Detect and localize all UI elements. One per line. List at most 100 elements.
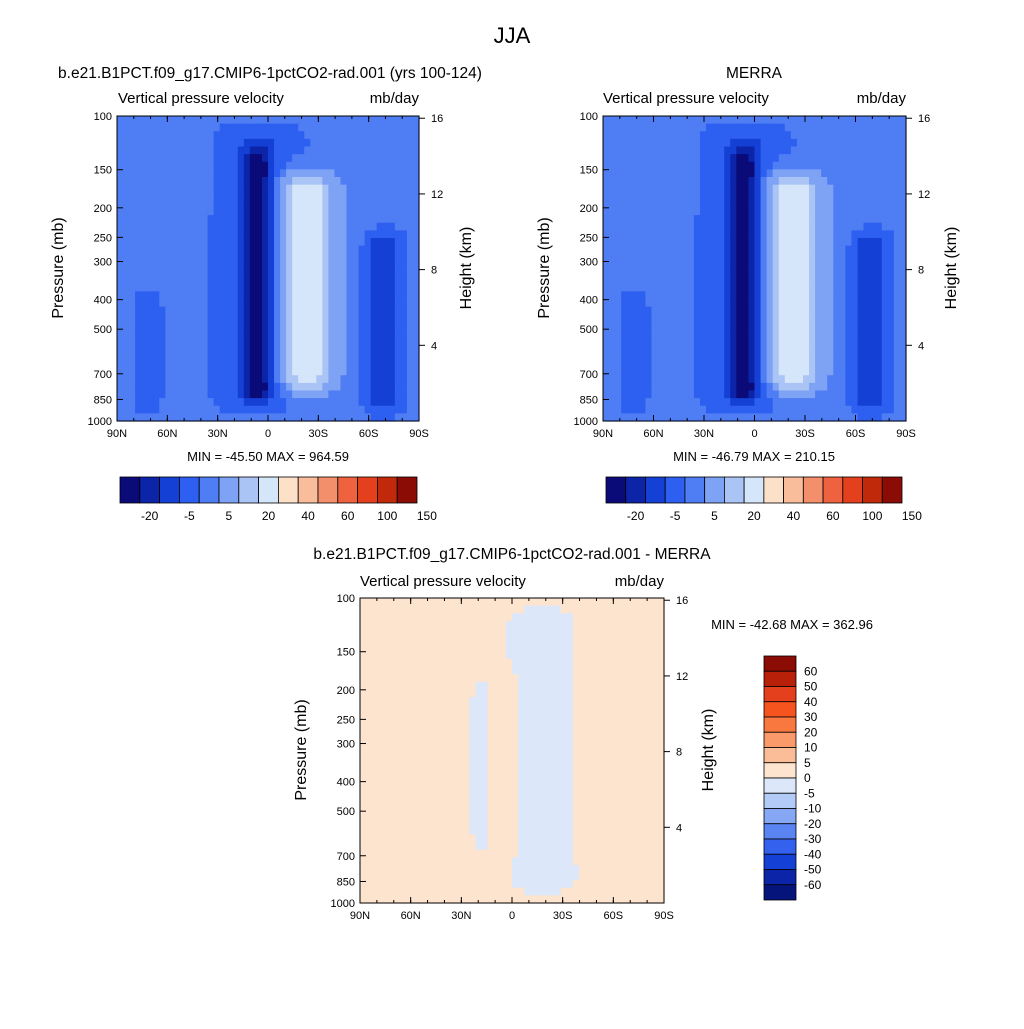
contour-cell <box>809 269 816 277</box>
contour-cell <box>360 651 367 659</box>
contour-cell <box>334 185 341 193</box>
contour-cell <box>518 682 525 690</box>
contour-cell <box>304 116 311 124</box>
contour-cell <box>627 322 634 330</box>
contour-cell <box>365 360 372 368</box>
contour-cell <box>888 177 895 185</box>
contour-cell <box>439 705 446 713</box>
contour-cell <box>603 291 610 299</box>
contour-cell <box>851 238 858 246</box>
contour-cell <box>773 116 780 124</box>
contour-cell <box>494 697 501 705</box>
contour-cell <box>821 124 828 132</box>
contour-cell <box>250 246 257 254</box>
contour-cell <box>851 208 858 216</box>
contour-cell <box>821 269 828 277</box>
contour-cell <box>609 345 616 353</box>
contour-cell <box>286 147 293 155</box>
contour-cell <box>603 613 610 621</box>
contour-cell <box>280 406 287 414</box>
contour-cell <box>123 253 130 261</box>
contour-cell <box>262 330 269 338</box>
contour-cell <box>171 261 178 269</box>
contour-cell <box>645 368 652 376</box>
contour-cell <box>171 131 178 139</box>
contour-cell <box>634 621 641 629</box>
contour-cell <box>395 124 402 132</box>
contour-cell <box>322 337 329 345</box>
contour-cell <box>360 606 367 614</box>
contour-cell <box>706 139 713 147</box>
contour-cell <box>469 682 476 690</box>
contour-cell <box>640 629 647 637</box>
contour-cell <box>328 238 335 246</box>
contour-cell <box>445 636 452 644</box>
contour-cell <box>208 314 215 322</box>
contour-cell <box>803 368 810 376</box>
contour-cell <box>682 398 689 406</box>
contour-cell <box>383 322 390 330</box>
contour-cell <box>585 598 592 606</box>
contour-cell <box>189 291 196 299</box>
contour-cell <box>634 659 641 667</box>
contour-cell <box>591 705 598 713</box>
left-string: Vertical pressure velocity <box>603 90 769 107</box>
contour-cell <box>226 261 233 269</box>
contour-cell <box>208 322 215 330</box>
contour-cell <box>894 307 901 315</box>
contour-cell <box>694 291 701 299</box>
contour-cell <box>718 147 725 155</box>
contour-cell <box>395 162 402 170</box>
contour-cell <box>597 621 604 629</box>
contour-cell <box>220 200 227 208</box>
contour-cell <box>876 223 883 231</box>
contour-cell <box>123 162 130 170</box>
contour-cell <box>809 147 816 155</box>
contour-cell <box>220 314 227 322</box>
contour-cell <box>646 659 653 667</box>
contour-cell <box>833 162 840 170</box>
contour-cell <box>268 253 275 261</box>
contour-cell <box>833 246 840 254</box>
contour-cell <box>851 322 858 330</box>
contour-cell <box>366 651 373 659</box>
contour-cell <box>165 131 172 139</box>
contour-cell <box>500 629 507 637</box>
contour-cell <box>117 345 124 353</box>
contour-cell <box>262 391 269 399</box>
contour-cell <box>280 368 287 376</box>
contour-cell <box>858 406 865 414</box>
contour-cell <box>706 406 713 414</box>
contour-cell <box>639 398 646 406</box>
contour-cell <box>797 337 804 345</box>
contour-cell <box>238 383 245 391</box>
contour-cell <box>226 116 233 124</box>
contour-cell <box>621 322 628 330</box>
contour-cell <box>573 621 580 629</box>
contour-cell <box>171 139 178 147</box>
contour-cell <box>177 162 184 170</box>
contour-cell <box>322 345 329 353</box>
contour-cell <box>803 398 810 406</box>
contour-cell <box>117 253 124 261</box>
x-tick-label: 30S <box>795 428 815 440</box>
contour-cell <box>797 230 804 238</box>
contour-cell <box>797 192 804 200</box>
contour-cell <box>730 116 737 124</box>
contour-cell <box>304 368 311 376</box>
colorbar-swatch <box>199 477 219 503</box>
contour-cell <box>171 215 178 223</box>
contour-cell <box>427 613 434 621</box>
contour-cell <box>135 307 142 315</box>
contour-cell <box>415 705 422 713</box>
contour-cell <box>328 368 335 376</box>
contour-cell <box>658 322 665 330</box>
x-tick-label: 0 <box>751 428 757 440</box>
contour-cell <box>159 139 166 147</box>
contour-cell <box>298 299 305 307</box>
contour-cell <box>298 261 305 269</box>
y-tick-label: 300 <box>94 257 112 269</box>
contour-cell <box>894 246 901 254</box>
contour-cell <box>340 208 347 216</box>
contour-cell <box>396 690 403 698</box>
